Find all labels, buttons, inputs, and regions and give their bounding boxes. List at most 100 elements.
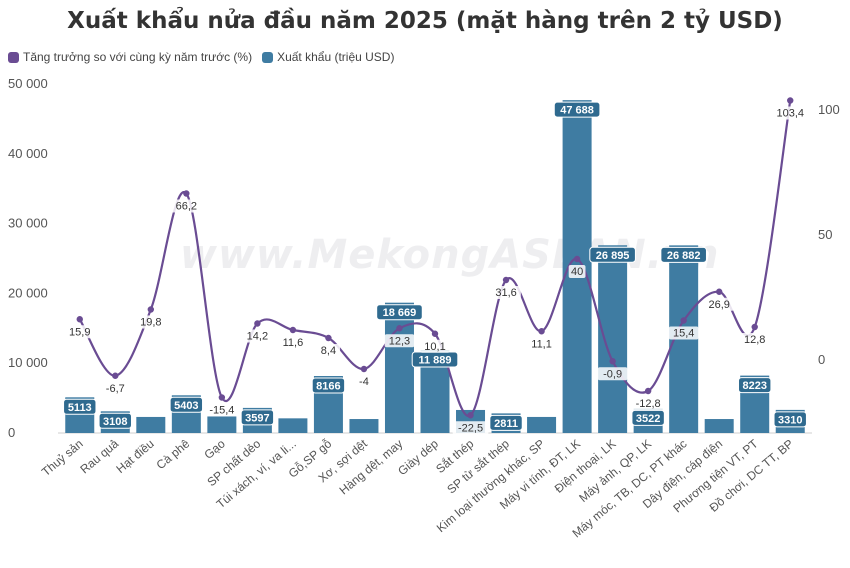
bar-label-bg: [169, 396, 204, 413]
bar-value-label: 5403: [174, 400, 198, 412]
category-label: Cà phê: [154, 436, 193, 472]
bar-label-bg: [660, 246, 707, 263]
legend-label-growth: Tăng trưởng so với cùng kỳ năm trước (%): [23, 50, 253, 64]
legend-item-export[interactable]: Xuất khẩu (triệu USD): [262, 50, 394, 64]
line-label-bg: [171, 199, 202, 213]
line-value-label: 103,4: [776, 108, 804, 120]
growth-point: [644, 387, 652, 395]
growth-point: [502, 276, 510, 284]
growth-point: [538, 328, 545, 335]
growth-point: [787, 97, 794, 104]
growth-point: [467, 412, 474, 419]
growth-point: [396, 325, 403, 332]
left-axis-tick-label: 50 000: [8, 76, 48, 91]
bar-value-label: 8166: [316, 381, 340, 393]
line-label-bg: [568, 265, 586, 278]
line-value-label: 10,1: [424, 341, 445, 353]
line-label-bg: [242, 329, 273, 343]
line-value-label: -0,9: [603, 368, 622, 380]
growth-point: [431, 330, 439, 337]
bar: [384, 302, 414, 433]
legend-item-growth[interactable]: Tăng trưởng so với cùng kỳ năm trước (%): [8, 50, 252, 64]
category-label: Thuỷ sản: [39, 437, 86, 479]
category-label: Giày dép: [395, 436, 441, 478]
growth-point: [715, 288, 723, 295]
line-label-bg: [316, 344, 341, 357]
right-axis-tick-label: 50: [818, 227, 832, 242]
bar-label-bg: [631, 409, 665, 426]
line-value-label: -4: [359, 376, 369, 388]
bar: [704, 419, 734, 433]
left-axis-tick-label: 20 000: [8, 285, 48, 300]
category-label: Hạt điều: [113, 437, 156, 476]
bar-value-label: 3597: [245, 412, 269, 424]
legend-swatch-export: [262, 51, 274, 63]
line-value-label: 12,8: [744, 334, 765, 346]
left-axis-tick-label: 30 000: [8, 216, 48, 231]
line-value-label: 12,3: [389, 335, 410, 347]
legend-label-export: Xuất khẩu (triệu USD): [277, 50, 395, 64]
bar-label-bg: [63, 398, 97, 415]
chart-title: Xuất khẩu nửa đầu năm 2025 (mặt hàng trê…: [67, 8, 783, 34]
line-label-bg: [384, 334, 415, 348]
bar: [207, 416, 237, 433]
growth-point: [147, 306, 155, 313]
growth-point: [680, 317, 687, 324]
line-value-label: 31,6: [495, 287, 516, 299]
growth-point: [573, 255, 581, 263]
line-label-bg: [491, 286, 521, 299]
bar: [349, 419, 379, 433]
growth-point: [360, 365, 368, 373]
line-value-label: -15,4: [209, 405, 234, 417]
bar-label-bg: [98, 412, 132, 429]
line-value-label: 15,9: [69, 326, 90, 338]
bar-value-label: 8223: [742, 380, 766, 392]
bar-value-label: 47 688: [560, 105, 594, 117]
bar-label-bg: [489, 414, 523, 431]
growth-point: [76, 316, 83, 323]
bar-value-label: 11 889: [418, 355, 451, 367]
line-label-bg: [420, 339, 450, 353]
line-value-label: 8,4: [321, 345, 336, 357]
chart-legend: Tăng trưởng so với cùng kỳ năm trước (%)…: [8, 50, 394, 64]
growth-point: [609, 358, 616, 365]
left-axis-tick-label: 40 000: [8, 146, 48, 161]
line-value-label: 19,8: [140, 317, 161, 329]
line-label-bg: [136, 315, 166, 329]
line-value-label: -22,5: [458, 422, 483, 434]
line-label-bg: [526, 337, 557, 351]
line-value-label: 66,2: [176, 201, 197, 213]
bar: [598, 245, 628, 433]
bar-label-bg: [311, 377, 346, 394]
category-label: Rau quả: [77, 436, 121, 476]
line-value-label: -6,7: [106, 383, 125, 395]
line-value-label: -12,8: [636, 398, 661, 410]
bar-value-label: 3310: [778, 414, 802, 426]
bar: [527, 416, 557, 433]
line-value-label: 11,6: [283, 337, 304, 349]
line-label-bg: [772, 106, 809, 120]
line-label-bg: [704, 297, 734, 311]
growth-point: [289, 326, 297, 334]
line-label-bg: [452, 421, 489, 435]
bar: [278, 418, 308, 433]
right-axis-tick-label: 0: [818, 352, 825, 367]
growth-point: [325, 334, 332, 342]
bar-value-label: 3522: [636, 413, 660, 425]
growth-point: [112, 372, 119, 379]
growth-point: [254, 320, 261, 327]
bar-value-label: 3108: [103, 416, 127, 428]
growth-point: [183, 190, 190, 197]
legend-swatch-growth: [8, 51, 19, 63]
bar-label-bg: [553, 101, 601, 118]
line-label-bg: [278, 336, 308, 349]
bar-value-label: 5113: [68, 402, 92, 414]
bar-value-label: 26 895: [596, 250, 630, 262]
bar-value-label: 26 882: [667, 250, 701, 262]
bar-value-label: 18 669: [383, 307, 417, 319]
right-axis-tick-label: 100: [818, 102, 840, 117]
line-label-bg: [64, 325, 95, 339]
left-axis-tick-label: 0: [8, 425, 15, 440]
growth-point: [218, 394, 226, 401]
